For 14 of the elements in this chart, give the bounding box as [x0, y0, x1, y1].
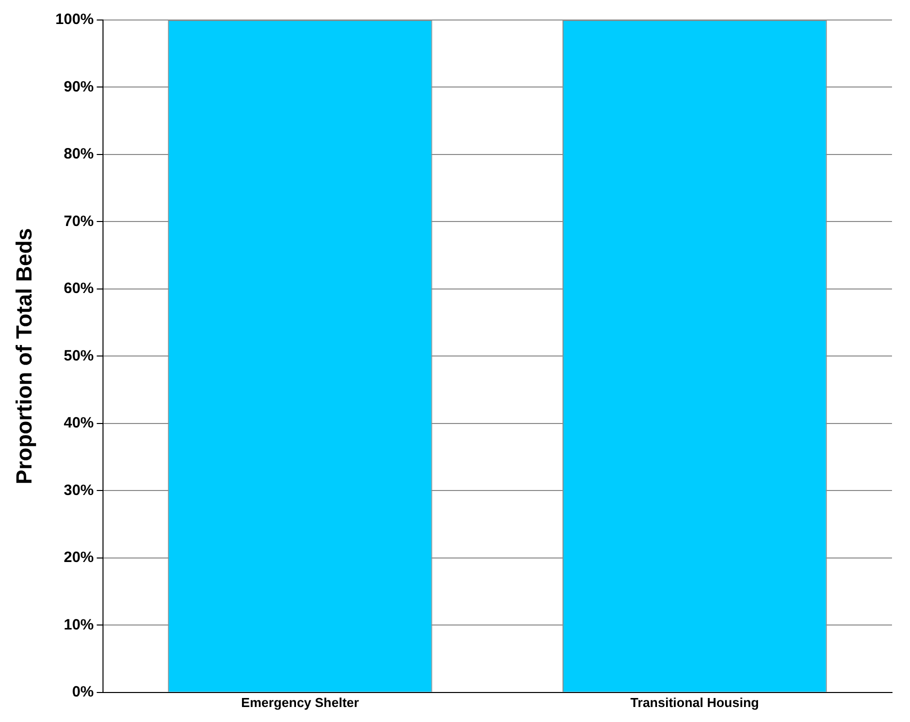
y-axis-title: Proportion of Total Beds: [11, 228, 36, 484]
y-tick-label: 50%: [64, 347, 94, 364]
y-tick-label: 70%: [64, 212, 94, 230]
y-tick-label: 20%: [64, 549, 94, 566]
y-tick-label: 60%: [64, 280, 94, 298]
y-tick-label: 100%: [55, 11, 94, 28]
y-tick-label: 80%: [64, 146, 94, 163]
y-tick-label: 30%: [64, 482, 94, 499]
y-tick-label: 40%: [64, 414, 94, 432]
y-tick-label: 10%: [64, 616, 94, 634]
y-tick-label: 0%: [72, 684, 94, 701]
y-tick-label: 90%: [64, 78, 94, 96]
x-tick-label: Transitional Housing: [630, 694, 760, 710]
x-tick-label: Emergency Shelter: [241, 694, 359, 710]
